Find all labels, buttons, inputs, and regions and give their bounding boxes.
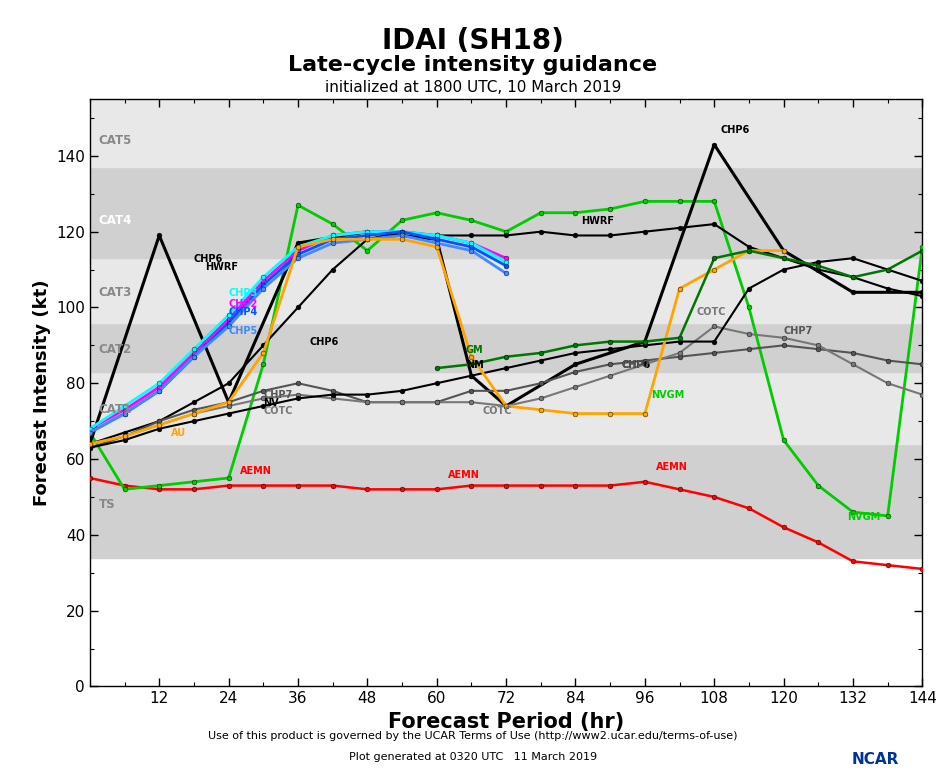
Text: initialized at 1800 UTC, 10 March 2019: initialized at 1800 UTC, 10 March 2019	[324, 80, 622, 94]
Text: TS: TS	[98, 498, 115, 511]
Text: NV: NV	[263, 398, 279, 408]
Text: AEMN: AEMN	[240, 466, 272, 477]
Text: AEMN: AEMN	[922, 583, 946, 594]
Bar	[90, 258, 922, 323]
Text: Use of this product is governed by the UCAR Terms of Use (http://www2.ucar.edu/t: Use of this product is governed by the U…	[208, 732, 738, 742]
Text: NCAR: NCAR	[851, 753, 899, 768]
Text: COTC: COTC	[483, 406, 513, 416]
Text: NM: NM	[465, 360, 483, 370]
Text: NVGM: NVGM	[651, 391, 684, 400]
Text: CHP7: CHP7	[263, 391, 292, 400]
Text: HWRF: HWRF	[581, 216, 614, 226]
Text: CAT4: CAT4	[98, 214, 131, 227]
Text: CHP7: CHP7	[783, 326, 813, 336]
Text: IDAI (SH18): IDAI (SH18)	[382, 27, 564, 55]
Text: CHP6: CHP6	[622, 360, 651, 370]
Text: AU: AU	[171, 428, 186, 438]
Text: Late-cycle intensity guidance: Late-cycle intensity guidance	[289, 55, 657, 75]
Text: AEMN: AEMN	[657, 463, 689, 473]
Bar	[90, 80, 922, 167]
Text: Plot generated at 0320 UTC   11 March 2019: Plot generated at 0320 UTC 11 March 2019	[349, 753, 597, 763]
Text: HWRF: HWRF	[205, 261, 238, 271]
Text: CHP6: CHP6	[194, 254, 223, 264]
Text: AEMN: AEMN	[448, 470, 481, 480]
Text: CHP4: CHP4	[229, 307, 258, 317]
Text: CHP3: CHP3	[229, 288, 258, 298]
Bar	[90, 444, 922, 558]
Text: CHP7: CHP7	[622, 360, 651, 370]
Text: CHP6: CHP6	[720, 125, 749, 135]
Text: CHP2: CHP2	[229, 300, 258, 310]
Bar	[90, 372, 922, 444]
Bar	[90, 323, 922, 372]
Text: COTC: COTC	[263, 406, 293, 416]
Text: NVGM: NVGM	[848, 512, 881, 522]
Text: CAT5: CAT5	[98, 134, 131, 147]
Text: GM: GM	[465, 345, 483, 355]
Text: CAT1: CAT1	[98, 403, 131, 417]
Text: COTC: COTC	[697, 307, 727, 317]
Text: CAT2: CAT2	[98, 342, 131, 356]
Text: CHP5: CHP5	[229, 326, 258, 336]
Text: CAT3: CAT3	[98, 285, 131, 299]
Bar	[90, 167, 922, 258]
X-axis label: Forecast Period (hr): Forecast Period (hr)	[388, 712, 624, 732]
Y-axis label: Forecast Intensity (kt): Forecast Intensity (kt)	[32, 279, 50, 506]
Text: CHP6: CHP6	[309, 338, 339, 347]
